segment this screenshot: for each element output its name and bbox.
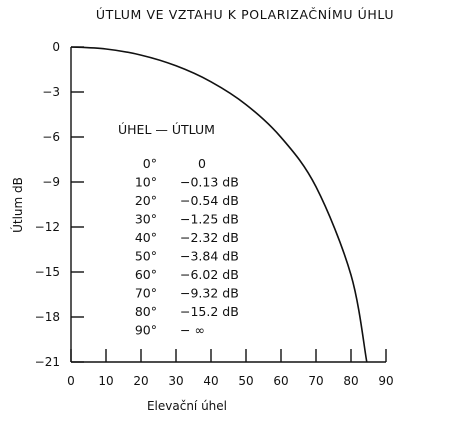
y-ticks: 0 −3 −6 −9 −12 −15 −18 −21 [35, 40, 84, 369]
x-tick-label: 10 [98, 374, 113, 388]
table-angle: 80° [135, 304, 157, 319]
table-value: −0.54 dB [180, 193, 239, 208]
y-tick-label: −12 [35, 220, 60, 234]
attenuation-curve [70, 46, 368, 363]
table-angle: 60° [135, 267, 157, 282]
table-value: −3.84 dB [180, 249, 239, 264]
table-angle: 50° [135, 249, 157, 264]
y-tick-label: −21 [35, 355, 60, 369]
y-axis-label: Útlum dB [10, 177, 25, 233]
y-tick-label: −18 [35, 310, 60, 324]
y-tick-label: −3 [42, 85, 60, 99]
x-tick-label: 30 [168, 374, 183, 388]
table-value: −2.32 dB [180, 230, 239, 245]
x-tick-label: 0 [67, 374, 75, 388]
x-tick-label: 50 [238, 374, 253, 388]
table-value: 0 [198, 156, 206, 171]
chart-title: ÚTLUM VE VZTAHU K POLARIZAČNÍMU ÚHLU [96, 7, 394, 22]
x-tick-label: 70 [308, 374, 323, 388]
table-angle: 0° [143, 156, 157, 171]
table-value: −9.32 dB [180, 286, 239, 301]
x-tick-label: 20 [133, 374, 148, 388]
y-tick-label: −15 [35, 265, 60, 279]
y-tick-label: −9 [42, 175, 60, 189]
table-value: −6.02 dB [180, 267, 239, 282]
y-tick-label: −6 [42, 130, 60, 144]
x-axis-label: Elevační úhel [147, 399, 227, 413]
table-angle: 10° [135, 175, 157, 190]
table-value: −0.13 dB [180, 175, 239, 190]
angle-attenuation-table: ÚHEL — ÚTLUM 0° 0 10° −0.13 dB 20° −0.54 dB 30… [118, 122, 239, 338]
table-value: −1.25 dB [180, 212, 239, 227]
x-tick-label: 60 [273, 374, 288, 388]
table-angle: 20° [135, 193, 157, 208]
table-angle: 40° [135, 230, 157, 245]
table-value: − ∞ [180, 323, 205, 338]
table-angle: 70° [135, 286, 157, 301]
table-angle: 90° [135, 323, 157, 338]
y-tick-label: 0 [52, 40, 60, 54]
table-value: −15.2 dB [180, 304, 239, 319]
x-tick-label: 40 [203, 374, 218, 388]
table-header: ÚHEL — ÚTLUM [118, 122, 215, 137]
x-tick-label: 90 [378, 374, 393, 388]
x-ticks: 0 10 20 30 40 50 60 70 80 90 [67, 349, 394, 388]
x-tick-label: 80 [343, 374, 358, 388]
table-angle: 30° [135, 212, 157, 227]
